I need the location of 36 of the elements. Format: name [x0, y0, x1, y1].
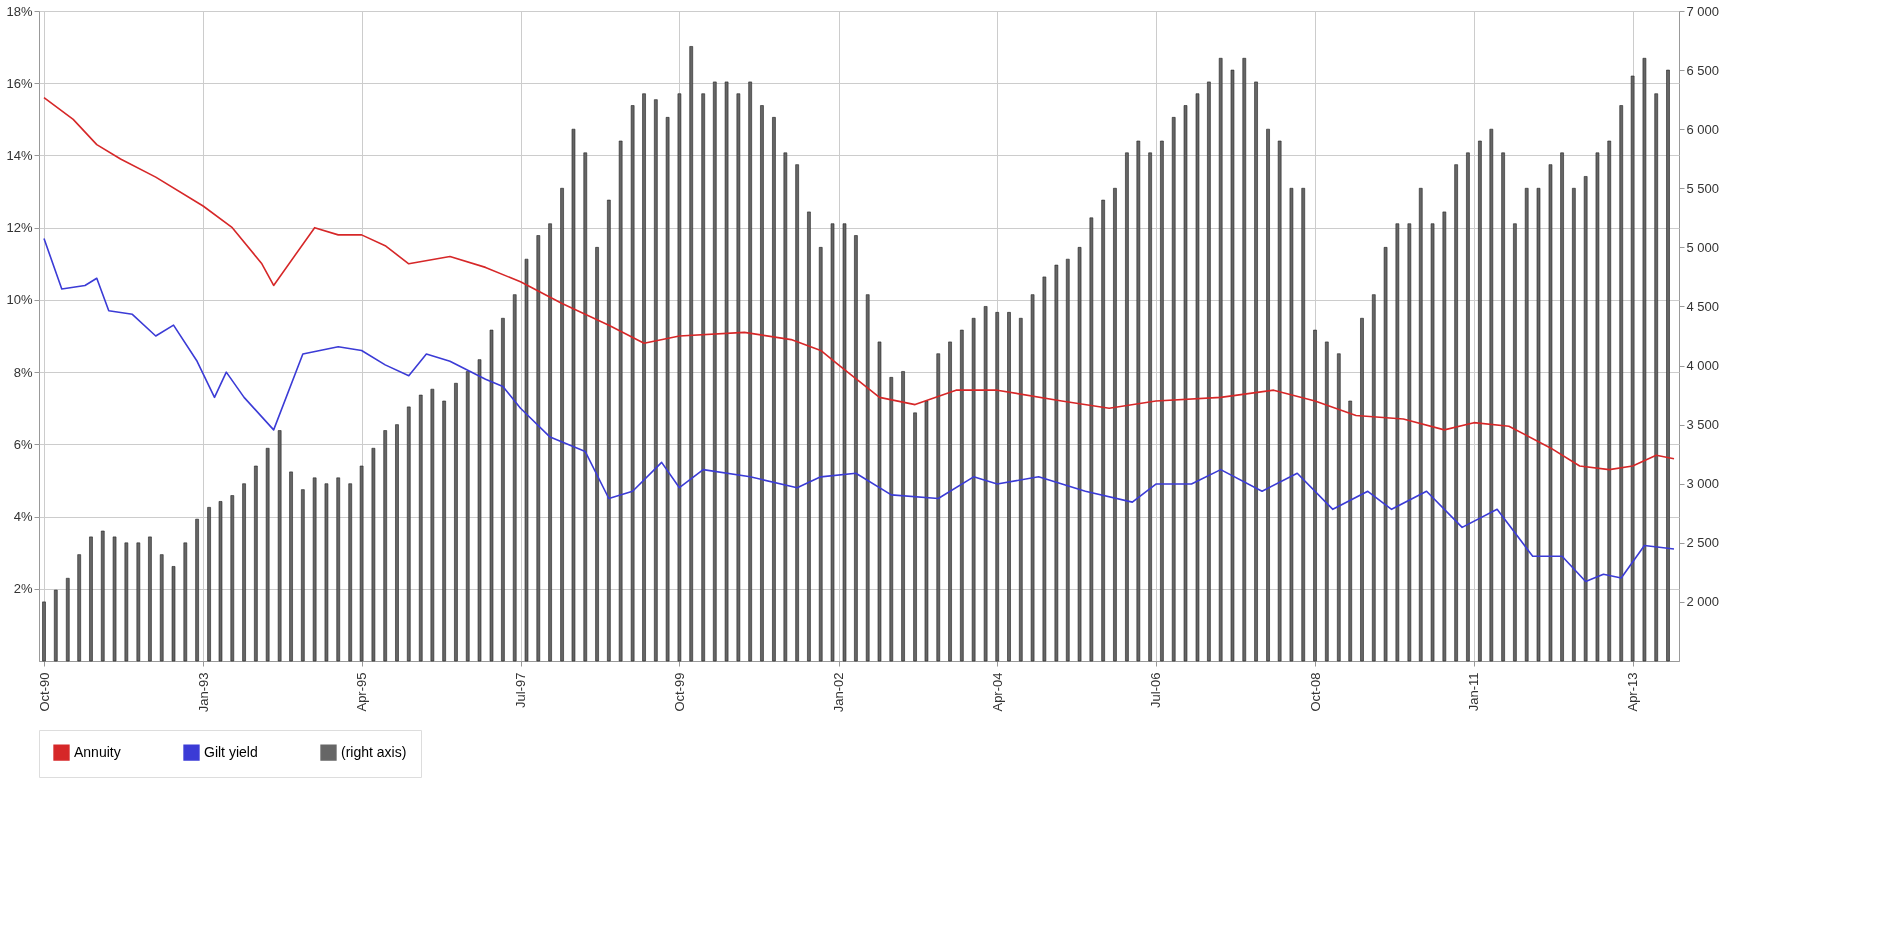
y-tick-label: 14%: [6, 147, 33, 163]
line-series: [43, 237, 1675, 583]
y-tick-label: 2%: [13, 581, 33, 597]
y2-tick-label: 2 000: [1686, 594, 1720, 610]
legend-label: (right axis): [341, 743, 407, 760]
y-tick-label: 10%: [6, 292, 33, 308]
x-tick-label: Apr-95: [354, 672, 370, 712]
y2-tick-label: 3 000: [1686, 476, 1720, 492]
y2-tick-label: 5 500: [1686, 180, 1720, 196]
y2-tick-label: 5 000: [1686, 239, 1720, 255]
y2-tick-label: 7 000: [1686, 3, 1720, 19]
x-tick-label: Oct-08: [1307, 672, 1323, 712]
y-tick-label: 6%: [13, 436, 33, 452]
y2-tick-label: 6 000: [1686, 121, 1720, 137]
y-tick-label: 16%: [6, 75, 33, 91]
y2-tick-label: 6 500: [1686, 62, 1720, 78]
x-tick-label: Jul-97: [513, 672, 529, 708]
y2-tick-label: 2 500: [1686, 535, 1720, 551]
x-tick-label: Jul-06: [1148, 672, 1164, 708]
x-tick-label: Oct-90: [36, 672, 52, 712]
legend-label: Gilt yield: [204, 743, 258, 760]
y-tick-label: 12%: [6, 220, 33, 236]
legend-label: Annuity: [74, 743, 121, 760]
x-tick-label: Apr-13: [1625, 672, 1641, 712]
y2-tick-label: 3 500: [1686, 417, 1720, 433]
y2-tick-label: 4 000: [1686, 358, 1720, 374]
x-tick-label: Jan-11: [1466, 672, 1482, 712]
x-tick-label: Oct-99: [671, 672, 687, 712]
x-tick-label: Jan-93: [195, 672, 211, 713]
x-tick-label: Apr-04: [989, 672, 1005, 712]
x-tick-label: Jan-02: [831, 672, 847, 713]
y-tick-label: 4%: [13, 509, 33, 525]
y-tick-label: 18%: [6, 3, 33, 19]
y2-tick-label: 4 500: [1686, 298, 1720, 314]
y-tick-label: 8%: [13, 364, 33, 380]
line-series: [43, 96, 1675, 471]
